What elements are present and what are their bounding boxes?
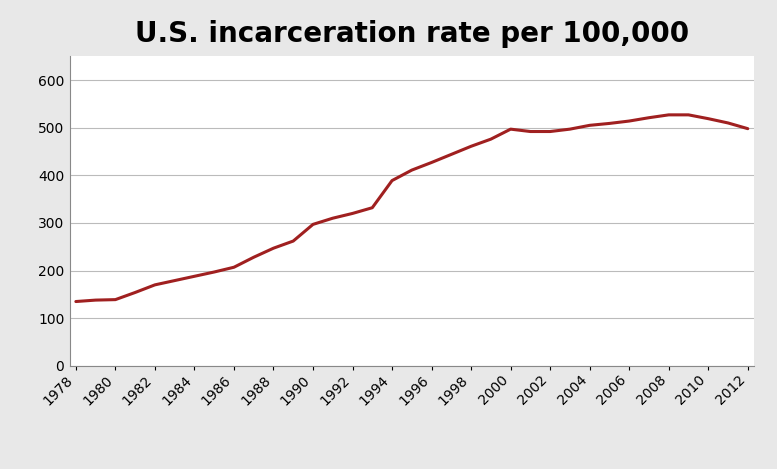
Title: U.S. incarceration rate per 100,000: U.S. incarceration rate per 100,000 bbox=[134, 20, 689, 48]
